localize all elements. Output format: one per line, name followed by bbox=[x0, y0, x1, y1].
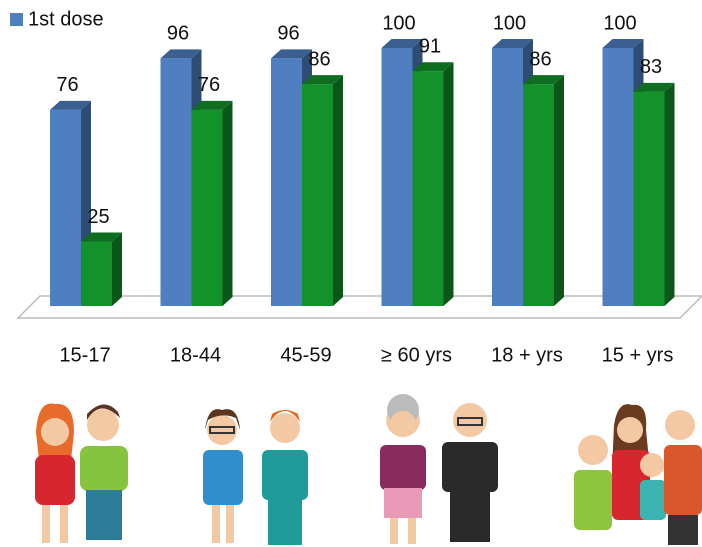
data-label: 83 bbox=[640, 56, 662, 78]
x-tick-label: ≥ 60 yrs bbox=[381, 344, 452, 366]
data-label: 86 bbox=[529, 48, 551, 70]
bar-front bbox=[382, 48, 413, 306]
x-tick-label: 18-44 bbox=[170, 344, 221, 366]
data-label: 100 bbox=[603, 12, 636, 34]
bar bbox=[81, 233, 122, 307]
data-label: 76 bbox=[198, 74, 220, 96]
bar bbox=[523, 75, 564, 306]
bar-side bbox=[444, 62, 454, 306]
chart: 1st dose 15-17 76 25 18-44 96 76 45-59 96 86 ≥ 60 … bbox=[0, 0, 702, 547]
bar-side bbox=[112, 233, 122, 307]
x-tick-label: 15-17 bbox=[59, 344, 110, 366]
bar-side bbox=[554, 75, 564, 306]
people-illustrations bbox=[35, 394, 702, 545]
data-label: 96 bbox=[277, 23, 299, 45]
data-label: 100 bbox=[493, 12, 526, 34]
bar-side bbox=[223, 101, 233, 306]
data-label: 76 bbox=[56, 74, 78, 96]
bar-front bbox=[302, 84, 333, 306]
data-label: 25 bbox=[87, 206, 109, 228]
bar-front bbox=[523, 84, 554, 306]
x-tick-label: 45-59 bbox=[280, 344, 331, 366]
data-label: 91 bbox=[419, 36, 441, 58]
bar bbox=[413, 62, 454, 306]
bar bbox=[192, 101, 233, 306]
bar bbox=[634, 83, 675, 306]
legend-label: 1st dose bbox=[28, 8, 104, 30]
data-label: 100 bbox=[382, 12, 415, 34]
data-label: 86 bbox=[308, 48, 330, 70]
bar-front bbox=[161, 58, 192, 306]
bar-front bbox=[192, 110, 223, 306]
bar-front bbox=[271, 58, 302, 306]
legend-swatch bbox=[10, 13, 23, 26]
bar-side bbox=[333, 75, 343, 306]
bar-front bbox=[492, 48, 523, 306]
bar-side bbox=[665, 83, 675, 306]
bar-front bbox=[50, 110, 81, 306]
floor bbox=[18, 296, 702, 318]
bar-front bbox=[81, 242, 112, 307]
bar bbox=[302, 75, 343, 306]
bar-front bbox=[634, 92, 665, 306]
bar-front bbox=[603, 48, 634, 306]
bar-front bbox=[413, 71, 444, 306]
x-tick-label: 15 + yrs bbox=[602, 344, 674, 366]
data-label: 96 bbox=[167, 23, 189, 45]
x-tick-label: 18 + yrs bbox=[491, 344, 563, 366]
